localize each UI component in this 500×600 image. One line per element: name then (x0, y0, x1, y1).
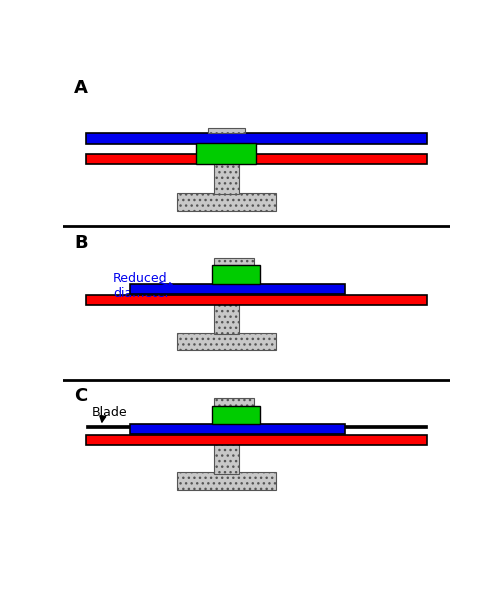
Bar (177, 193, 276, 211)
Bar (177, 472, 276, 490)
Text: A: A (74, 79, 88, 97)
Text: B: B (74, 233, 88, 252)
Bar (212, 406, 260, 424)
Text: Blade: Blade (92, 406, 127, 419)
Bar (86, 425, 426, 428)
Bar (214, 444, 239, 474)
Bar (86, 154, 426, 164)
Bar (86, 434, 426, 445)
Bar (214, 162, 239, 194)
Bar (130, 424, 346, 434)
Bar (212, 265, 260, 284)
Bar (214, 398, 254, 406)
Text: Reduced
diameter: Reduced diameter (113, 272, 170, 299)
Bar (208, 128, 244, 133)
Bar (86, 295, 426, 305)
Bar (130, 284, 346, 294)
Bar (86, 133, 426, 143)
Bar (214, 304, 239, 334)
Bar (214, 258, 254, 265)
Bar (177, 332, 276, 350)
Bar (196, 143, 256, 164)
Text: C: C (74, 387, 88, 405)
